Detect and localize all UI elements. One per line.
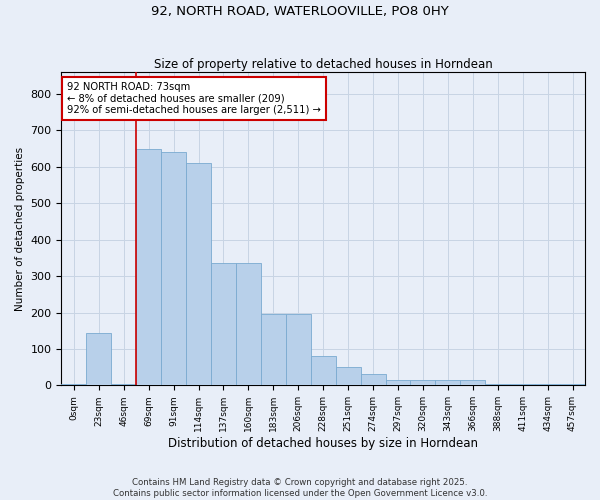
Bar [535,384,560,386]
Bar [386,380,410,386]
Bar [311,356,335,386]
Text: 92 NORTH ROAD: 73sqm
← 8% of detached houses are smaller (209)
92% of semi-detac: 92 NORTH ROAD: 73sqm ← 8% of detached ho… [67,82,320,115]
Bar [335,367,361,386]
Bar [361,374,386,386]
Bar [61,384,86,386]
Bar [236,264,261,386]
Bar [286,314,311,386]
Bar [410,380,436,386]
Bar [560,384,585,386]
Text: 92, NORTH ROAD, WATERLOOVILLE, PO8 0HY: 92, NORTH ROAD, WATERLOOVILLE, PO8 0HY [151,5,449,18]
Bar [86,332,111,386]
Bar [161,152,186,386]
Bar [436,380,460,386]
Bar [186,163,211,386]
Bar [485,384,510,386]
Y-axis label: Number of detached properties: Number of detached properties [15,146,25,311]
Text: Contains HM Land Registry data © Crown copyright and database right 2025.
Contai: Contains HM Land Registry data © Crown c… [113,478,487,498]
Bar [136,148,161,386]
X-axis label: Distribution of detached houses by size in Horndean: Distribution of detached houses by size … [168,437,478,450]
Bar [261,314,286,386]
Title: Size of property relative to detached houses in Horndean: Size of property relative to detached ho… [154,58,493,71]
Bar [460,380,485,386]
Bar [211,264,236,386]
Bar [510,384,535,386]
Bar [111,384,136,386]
